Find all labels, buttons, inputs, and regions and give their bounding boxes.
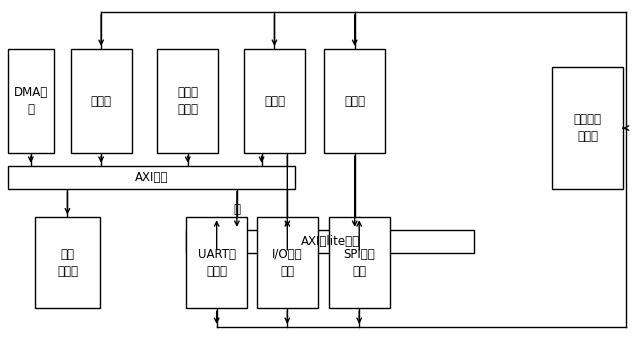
Bar (244, 49, 305, 153)
Text: AXI总线: AXI总线 (135, 171, 168, 184)
Bar (552, 67, 623, 189)
Text: AXI－lite总线: AXI－lite总线 (300, 235, 360, 248)
Bar (8, 166, 295, 189)
Bar (186, 230, 474, 253)
Text: I/O外设
接口: I/O外设 接口 (272, 248, 302, 278)
Bar (35, 217, 100, 308)
Text: SPI外设
接口: SPI外设 接口 (343, 248, 375, 278)
Text: 第三核: 第三核 (344, 95, 365, 108)
Text: 内存
控制器: 内存 控制器 (57, 248, 78, 278)
Text: 第一核: 第一核 (91, 95, 112, 108)
Bar (329, 217, 390, 308)
Text: 便笺式
存储器: 便笺式 存储器 (177, 86, 198, 116)
Bar (8, 49, 54, 153)
Bar (186, 217, 247, 308)
Bar (324, 49, 385, 153)
Text: 外部中断
控制器: 外部中断 控制器 (573, 113, 602, 143)
Bar (257, 217, 318, 308)
Text: UART外
设接口: UART外 设接口 (198, 248, 236, 278)
Bar (157, 49, 218, 153)
Bar (71, 49, 132, 153)
Text: 第二核: 第二核 (264, 95, 285, 108)
Text: DMA控
制: DMA控 制 (13, 86, 48, 116)
Text: 桥: 桥 (234, 203, 240, 216)
